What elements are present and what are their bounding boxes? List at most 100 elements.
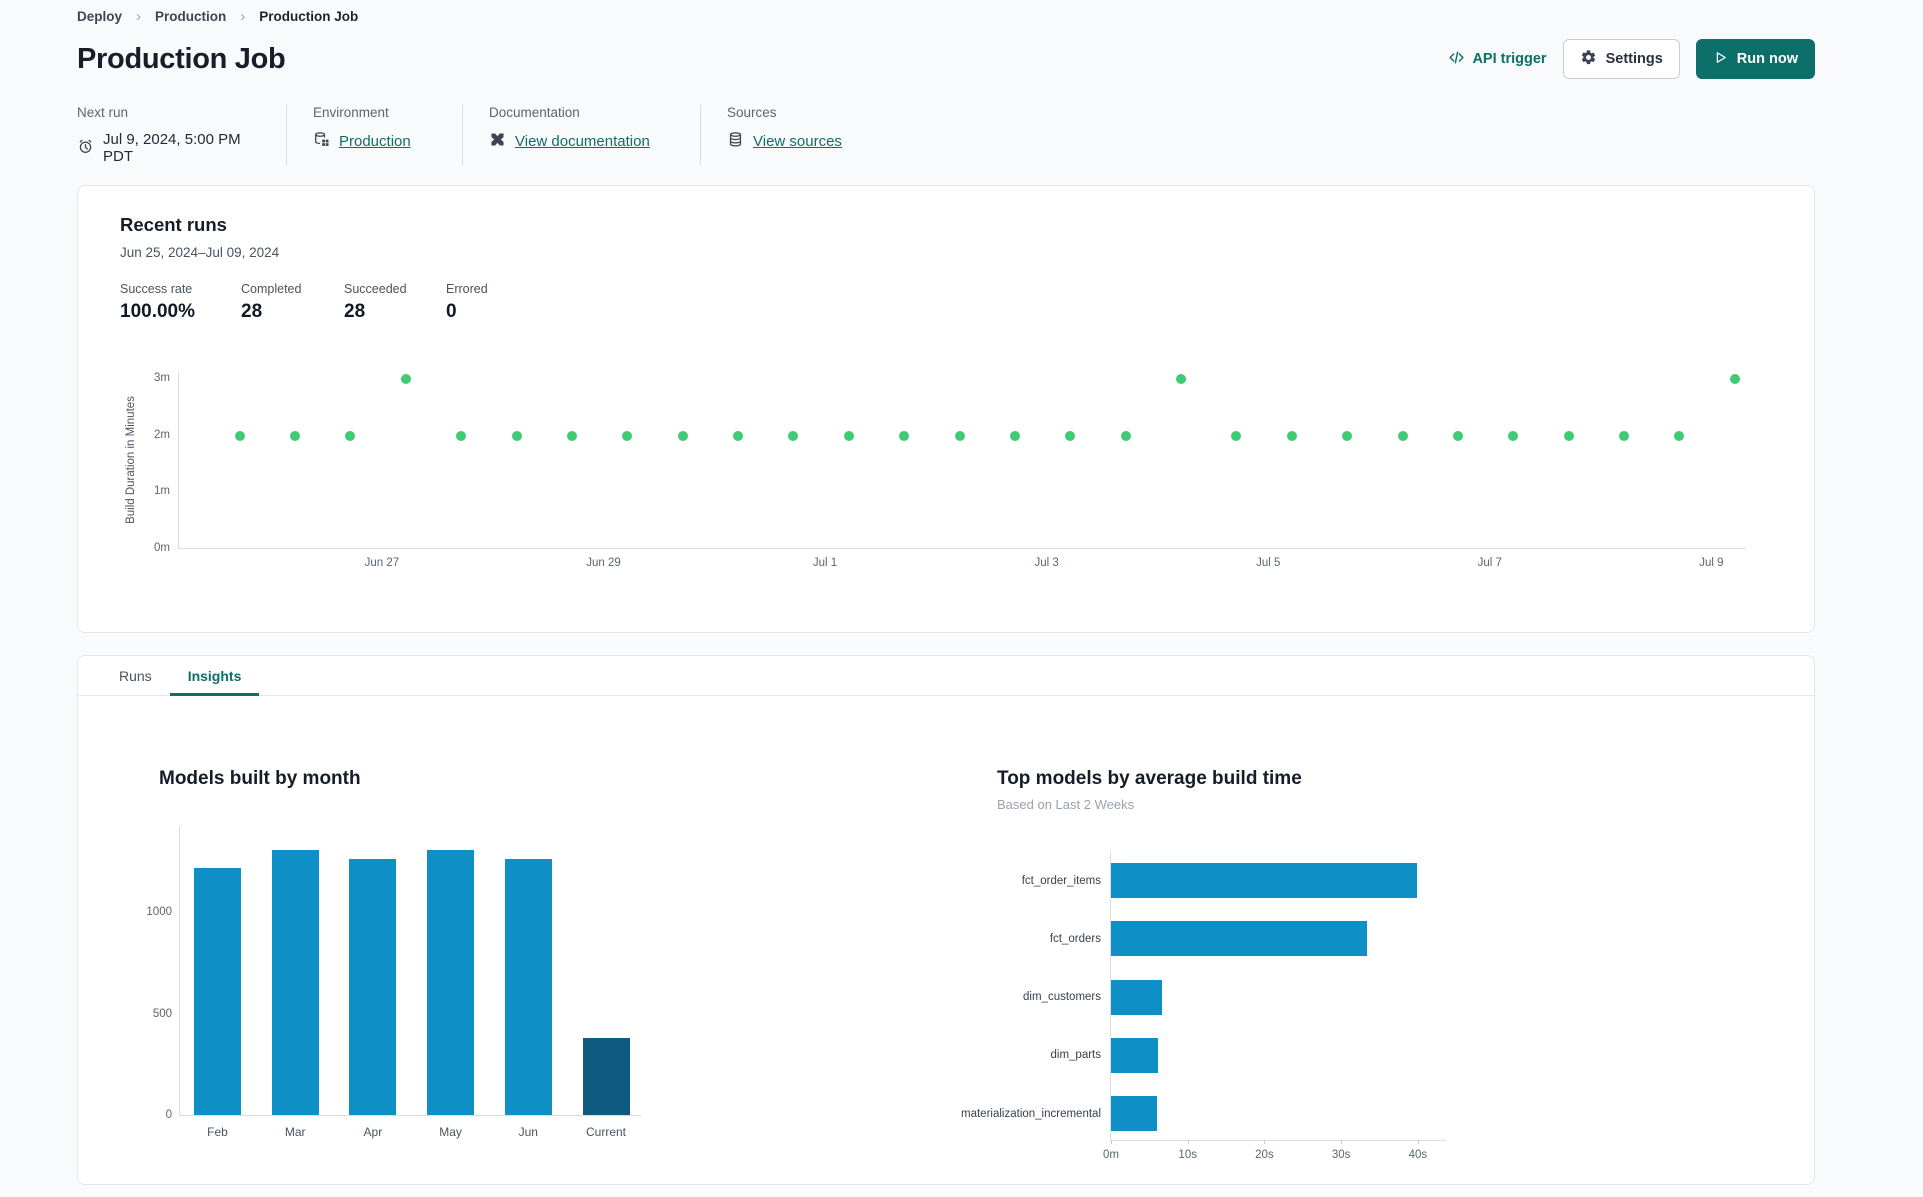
scatter-x-tick: Jul 7 — [1477, 557, 1502, 569]
stat-errored: Errored 0 — [446, 282, 488, 322]
breadcrumb-deploy[interactable]: Deploy — [77, 9, 123, 24]
stat-completed: Completed 28 — [241, 282, 302, 322]
recent-runs-card: Recent runs Jun 25, 2024–Jul 09, 2024 Su… — [77, 185, 1815, 633]
scatter-x-tick: Jul 3 — [1034, 557, 1059, 569]
documentation-label: Documentation — [489, 105, 580, 120]
play-icon — [1713, 50, 1728, 69]
models-built-title: Models built by month — [159, 768, 361, 789]
page-title: Production Job — [77, 42, 286, 75]
run-dot[interactable] — [456, 430, 467, 441]
breadcrumb-production[interactable]: Production — [155, 9, 227, 24]
header-actions: API trigger Settings Run now — [1448, 39, 1815, 79]
api-trigger-link[interactable]: API trigger — [1448, 49, 1547, 70]
run-dot[interactable] — [732, 430, 743, 441]
run-dot[interactable] — [1065, 430, 1076, 441]
alarm-clock-icon — [77, 138, 94, 159]
run-dot[interactable] — [400, 374, 411, 385]
models-x-tick: Mar — [284, 1125, 306, 1139]
run-dot[interactable] — [1674, 430, 1685, 441]
top-models-tick-mark — [1111, 1140, 1112, 1144]
page-header: Production Job API trigger Settings Run … — [77, 39, 1815, 79]
chevron-right-icon: › — [136, 8, 142, 25]
scatter-y-tick: 1m — [154, 485, 170, 498]
run-dot[interactable] — [788, 430, 799, 441]
run-dot[interactable] — [1286, 430, 1297, 441]
model-bar[interactable] — [1111, 921, 1368, 957]
scatter-y-tick: 0m — [154, 542, 170, 554]
run-dot[interactable] — [1508, 430, 1519, 441]
month-bar[interactable] — [582, 1037, 630, 1115]
stat-succeeded: Succeeded 28 — [344, 282, 407, 322]
breadcrumb: Deploy › Production › Production Job — [77, 0, 1815, 25]
model-name-label: dim_parts — [1050, 1049, 1102, 1062]
code-brackets-icon — [1448, 49, 1465, 70]
run-dot[interactable] — [511, 430, 522, 441]
meta-sources: Sources View sources — [700, 105, 868, 165]
run-dot[interactable] — [677, 430, 688, 441]
month-bar[interactable] — [504, 859, 552, 1115]
run-dot[interactable] — [1009, 430, 1020, 441]
recent-runs-date-range: Jun 25, 2024–Jul 09, 2024 — [120, 245, 280, 260]
gear-icon — [1580, 49, 1597, 70]
view-documentation-link[interactable]: View documentation — [515, 133, 650, 150]
top-models-chart-section: Top models by average build time Based o… — [961, 768, 1446, 1161]
top-models-x-tick: 0m — [1103, 1149, 1119, 1161]
model-bar[interactable] — [1111, 1037, 1158, 1073]
models-x-tick: Feb — [207, 1125, 228, 1139]
run-dot[interactable] — [566, 430, 577, 441]
environment-link[interactable]: Production — [339, 133, 411, 150]
run-dot[interactable] — [289, 430, 300, 441]
top-models-tick-mark — [1264, 1140, 1266, 1144]
run-dot[interactable] — [1397, 430, 1408, 441]
month-bar[interactable] — [427, 850, 475, 1115]
tab-runs[interactable]: Runs — [119, 667, 152, 684]
run-dot[interactable] — [234, 430, 245, 441]
run-dot[interactable] — [1452, 430, 1463, 441]
settings-button[interactable]: Settings — [1562, 39, 1680, 79]
chevron-right-icon: › — [240, 8, 246, 25]
month-bar[interactable] — [271, 850, 319, 1115]
meta-next-run: Next run Jul 9, 2024, 5:00 PM PDT — [77, 105, 286, 165]
model-name-label: fct_orders — [1049, 932, 1101, 945]
models-built-plot-area: 0 500 1000 Feb Mar Apr May Jun Current — [146, 826, 641, 1139]
model-bar[interactable] — [1111, 979, 1162, 1015]
run-dot[interactable] — [1618, 430, 1629, 441]
insights-panel: Models built by month 0 500 1000 Feb Mar Apr M… — [78, 696, 1814, 1161]
page-content: Deploy › Production › Production Job Pro… — [77, 0, 1815, 1185]
sources-label: Sources — [727, 105, 777, 120]
top-models-x-tick: 30s — [1331, 1149, 1351, 1161]
model-bar[interactable] — [1111, 863, 1418, 898]
recent-runs-stats: Success rate 100.00% Completed 28 Succee… — [120, 282, 1814, 323]
run-dot[interactable] — [1342, 430, 1353, 441]
run-dot[interactable] — [843, 430, 854, 441]
month-bar[interactable] — [194, 867, 241, 1115]
scatter-x-tick: Jun 27 — [364, 557, 400, 569]
tab-insights[interactable]: Insights — [169, 656, 260, 696]
run-dot[interactable] — [1563, 430, 1574, 441]
run-dot[interactable] — [1231, 430, 1242, 441]
run-dot[interactable] — [1175, 374, 1186, 385]
run-now-button[interactable]: Run now — [1695, 39, 1815, 79]
run-dot[interactable] — [1120, 430, 1131, 441]
database-sources-icon — [727, 131, 744, 152]
month-bar[interactable] — [349, 859, 397, 1115]
scatter-x-tick: Jun 29 — [586, 557, 621, 569]
models-x-tick: May — [439, 1125, 462, 1139]
run-dot[interactable] — [622, 430, 633, 441]
meta-documentation: Documentation View documentation — [462, 105, 700, 165]
scatter-y-tick: 2m — [154, 428, 170, 441]
top-models-title: Top models by average build time — [997, 768, 1302, 789]
run-dot[interactable] — [954, 430, 965, 441]
model-name-label: dim_customers — [1023, 991, 1101, 1004]
run-dot[interactable] — [345, 430, 356, 441]
models-built-chart-section: Models built by month 0 500 1000 Feb Mar Apr M… — [146, 768, 997, 1141]
model-bar[interactable] — [1111, 1096, 1158, 1132]
run-dot[interactable] — [899, 430, 910, 441]
recent-runs-title: Recent runs — [120, 214, 227, 235]
scatter-y-axis-title: Build Duration in Minutes — [125, 396, 137, 524]
view-sources-link[interactable]: View sources — [753, 133, 842, 150]
run-dot[interactable] — [1729, 374, 1740, 385]
database-environment-icon — [313, 131, 330, 152]
meta-environment: Environment Production — [286, 105, 462, 165]
models-x-tick: Jun — [518, 1125, 538, 1139]
